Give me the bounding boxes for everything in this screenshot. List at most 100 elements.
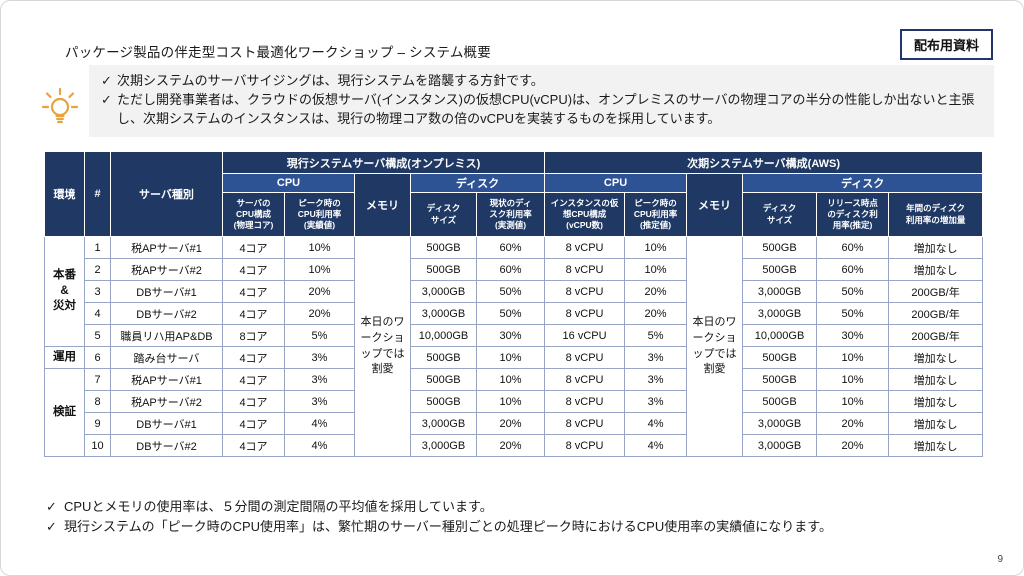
next-disk-usage-cell: 20% [816,434,890,457]
table-row: 10 DBサーバ#2 4コア 4% 3,000GB 20% 8 vCPU 4% … [45,434,984,457]
server-config-table: 環境 # サーバ種別 現行システムサーバ構成(オンプレミス) 次期システムサーバ… [44,151,984,457]
footnote-text: CPUとメモリの使用率は、５分間の測定間隔の平均値を採用しています。 [64,499,493,514]
env-group-operation: 運用 [44,346,85,369]
server-cell: 踏み台サーバ [110,346,223,369]
header-env: 環境 [44,151,85,237]
vcpu-cell: 8 vCPU [544,258,626,281]
next-cpu-peak-cell: 5% [624,324,688,347]
cur-cpu-peak-cell: 20% [284,280,355,303]
env-group-verification: 検証 [44,368,85,457]
disk-growth-cell: 増加なし [888,434,984,457]
header-next-memory: メモリ [686,173,744,237]
num-cell: 9 [84,412,111,435]
next-disk-usage-cell: 30% [816,324,890,347]
header-disk-growth: 年間のディズク 利用率の増加量 [888,192,984,237]
cur-disk-size-cell: 3,000GB [410,412,477,435]
cur-cpu-peak-cell: 10% [284,236,355,259]
server-cell: DBサーバ#2 [110,434,223,457]
disk-growth-cell: 増加なし [888,368,984,391]
vcpu-cell: 8 vCPU [544,236,626,259]
next-cpu-peak-cell: 20% [624,280,688,303]
cur-disk-size-cell: 500GB [410,368,477,391]
check-icon: ✓ [101,91,112,107]
disk-growth-cell: 増加なし [888,236,984,259]
header-next-system: 次期システムサーバ構成(AWS) [544,151,984,174]
vcpu-cell: 8 vCPU [544,390,626,413]
cur-cpu-cores-cell: 4コア [222,346,285,369]
cur-disk-usage-cell: 10% [475,390,546,413]
cur-disk-usage-cell: 20% [475,412,546,435]
next-disk-size-cell: 10,000GB [742,324,818,347]
header-current-memory: メモリ [354,173,411,237]
check-icon: ✓ [46,499,57,514]
header-server-type: サーバ種別 [110,151,223,237]
cur-cpu-peak-cell: 3% [284,346,355,369]
cur-disk-size-cell: 500GB [410,346,477,369]
next-cpu-peak-cell: 3% [624,368,688,391]
cur-cpu-cores-cell: 4コア [222,368,285,391]
memory-note-next: 本日のワ ークショ ップでは 割愛 [686,236,744,457]
disk-growth-cell: 増加なし [888,258,984,281]
header-next-disk: ディスク [742,173,984,193]
check-icon: ✓ [101,73,112,88]
cur-disk-usage-cell: 30% [475,324,546,347]
next-disk-size-cell: 500GB [742,346,818,369]
header-next-vcpu-config: インスタンスの仮 想CPU構成 (vCPU数) [544,192,626,237]
next-disk-size-cell: 500GB [742,236,818,259]
num-cell: 10 [84,434,111,457]
env-group-production: 本番 & 災対 [44,236,85,347]
cur-disk-usage-cell: 60% [475,258,546,281]
next-cpu-peak-cell: 10% [624,258,688,281]
vcpu-cell: 8 vCPU [544,434,626,457]
cur-disk-usage-cell: 50% [475,302,546,325]
header-cur-cpu-config: サーバの CPU構成 (物理コア) [222,192,285,237]
cur-cpu-cores-cell: 4コア [222,412,285,435]
cur-disk-usage-cell: 60% [475,236,546,259]
next-disk-usage-cell: 60% [816,236,890,259]
cur-disk-size-cell: 500GB [410,236,477,259]
header-current-cpu: CPU [222,173,355,193]
next-cpu-peak-cell: 4% [624,434,688,457]
cur-cpu-cores-cell: 8コア [222,324,285,347]
cur-cpu-cores-cell: 4コア [222,434,285,457]
header-next-cpu: CPU [544,173,688,193]
vcpu-cell: 8 vCPU [544,280,626,303]
vcpu-cell: 16 vCPU [544,324,626,347]
header-next-disk-usage: リリース時点 のディスク利 用率(推定) [816,192,890,237]
cur-disk-size-cell: 3,000GB [410,302,477,325]
callout-bullet: ✓ ただし開発事業者は、クラウドの仮想サーバ(インスタンス)の仮想CPU(vCP… [101,91,982,129]
num-cell: 3 [84,280,111,303]
next-disk-usage-cell: 50% [816,280,890,303]
cur-cpu-peak-cell: 4% [284,434,355,457]
header-num: # [84,151,111,237]
num-cell: 5 [84,324,111,347]
cur-disk-size-cell: 10,000GB [410,324,477,347]
next-cpu-peak-cell: 4% [624,412,688,435]
cur-cpu-peak-cell: 5% [284,324,355,347]
next-disk-usage-cell: 10% [816,390,890,413]
vcpu-cell: 8 vCPU [544,302,626,325]
disk-growth-cell: 200GB/年 [888,280,984,303]
next-disk-size-cell: 3,000GB [742,434,818,457]
check-icon: ✓ [46,518,57,534]
cur-cpu-peak-cell: 3% [284,368,355,391]
next-disk-usage-cell: 20% [816,412,890,435]
disk-growth-cell: 増加なし [888,412,984,435]
footnote: ✓ CPUとメモリの使用率は、５分間の測定間隔の平均値を採用しています。 [46,497,832,517]
table-row: 運用 6 踏み台サーバ 4コア 3% 500GB 10% 8 vCPU 3% 5… [44,346,984,369]
server-cell: DBサーバ#1 [110,280,223,303]
callout-bullet: ✓ 次期システムのサーバサイジングは、現行システムを踏襲する方針です。 [101,72,982,91]
next-cpu-peak-cell: 10% [624,236,688,259]
page-number: 9 [997,554,1003,565]
cur-cpu-peak-cell: 10% [284,258,355,281]
num-cell: 6 [84,346,111,369]
cur-disk-size-cell: 500GB [410,390,477,413]
header-cur-disk-usage: 現状のディ スク利用率 (実測値) [475,192,546,237]
table-row: 検証 7 税APサーバ#1 4コア 3% 500GB 10% 8 vCPU 3%… [44,368,984,457]
next-disk-size-cell: 3,000GB [742,280,818,303]
next-disk-size-cell: 500GB [742,368,818,391]
cur-cpu-cores-cell: 4コア [222,302,285,325]
vcpu-cell: 8 vCPU [544,368,626,391]
cur-disk-usage-cell: 50% [475,280,546,303]
num-cell: 8 [84,390,111,413]
